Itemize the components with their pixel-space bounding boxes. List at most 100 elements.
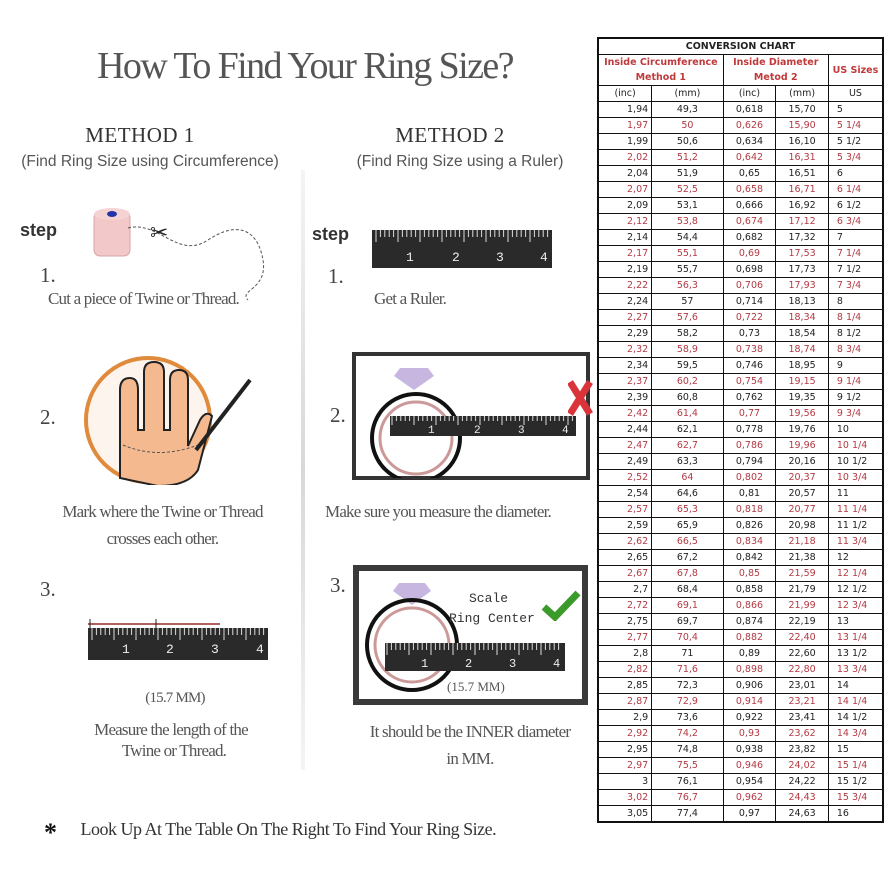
- method2-subtitle: (Find Ring Size using a Ruler): [356, 153, 564, 170]
- table-row: 1,97 50 0,626 15,90 5 1/4: [597, 117, 884, 134]
- diameter-mm-cell: 24,22: [775, 773, 829, 790]
- circumference-mm-cell: 76,7: [651, 789, 724, 806]
- diameter-inch-cell: 0,69: [722, 245, 777, 262]
- diameter-inch-cell: 0,642: [722, 149, 777, 166]
- scale-label: Scale: [469, 591, 509, 606]
- diameter-mm-cell: 16,31: [775, 149, 829, 166]
- diameter-inch-cell: 0,674: [722, 213, 777, 230]
- circumference-mm-cell: 55,1: [651, 245, 724, 262]
- us-size-cell: 11: [827, 485, 884, 502]
- table-row: 2,67 67,8 0,85 21,59 12 1/4: [597, 565, 884, 582]
- us-size-cell: 5 1/2: [827, 133, 884, 150]
- diameter-inch-cell: 0,906: [722, 677, 777, 694]
- diameter-mm-cell: 17,93: [775, 277, 829, 294]
- circumference-mm-cell: 58,9: [651, 341, 724, 358]
- diameter-mm-cell: 17,53: [775, 245, 829, 262]
- diameter-mm-cell: 16,71: [775, 181, 829, 198]
- circumference-inch-cell: 2,87: [597, 693, 653, 710]
- diameter-inch-cell: 0,73: [722, 325, 777, 342]
- method1-measurement: (15.7 MM): [145, 690, 205, 706]
- diameter-inch-cell: 0,65: [722, 165, 777, 182]
- svg-text:3: 3: [509, 657, 516, 671]
- table-row: 2,22 56,3 0,706 17,93 7 3/4: [597, 277, 884, 294]
- us-size-cell: 15 3/4: [827, 789, 884, 806]
- svg-text:4: 4: [553, 657, 560, 671]
- circumference-mm-cell: 72,3: [651, 677, 724, 694]
- circumference-inch-cell: 2,82: [597, 661, 653, 678]
- us-size-cell: 14 1/2: [827, 709, 884, 726]
- table-row: 3,02 76,7 0,962 24,43 15 3/4: [597, 789, 884, 806]
- circumference-inch-cell: 2,49: [597, 453, 653, 470]
- circumference-inch-cell: 2,67: [597, 565, 653, 582]
- circumference-mm-cell: 63,3: [651, 453, 724, 470]
- circumference-mm-cell: 64: [651, 469, 724, 486]
- circumference-mm-cell: 66,5: [651, 533, 724, 550]
- circumference-inch-cell: 1,97: [597, 117, 653, 134]
- us-size-cell: 13: [827, 613, 884, 630]
- diameter-mm-cell: 16,51: [775, 165, 829, 182]
- diameter-mm-cell: 24,63: [775, 805, 829, 823]
- diameter-mm-cell: 22,80: [775, 661, 829, 678]
- circumference-mm-cell: 64,6: [651, 485, 724, 502]
- circumference-mm-cell: 51,2: [651, 149, 724, 166]
- diameter-mm-cell: 15,90: [775, 117, 829, 134]
- us-size-cell: 10: [827, 421, 884, 438]
- header-line: Metod 2: [753, 72, 798, 83]
- table-row: 2,97 75,5 0,946 24,02 15 1/4: [597, 757, 884, 774]
- hand-measure-icon: [84, 356, 252, 485]
- ruler-icon: [372, 230, 552, 268]
- method1-step2-number: 2.: [40, 405, 56, 429]
- svg-text:3: 3: [518, 425, 525, 437]
- inside-circumference-header: Inside Circumference Method 1: [597, 54, 724, 86]
- circumference-mm-cell: 68,4: [651, 581, 724, 598]
- circumference-inch-cell: 2,7: [597, 581, 653, 598]
- ruler-icon: [88, 628, 268, 660]
- table-row: 2,92 74,2 0,93 23,62 14 3/4: [597, 725, 884, 742]
- method2-step1-number: 1.: [328, 264, 344, 288]
- us-size-cell: 13 1/4: [827, 629, 884, 646]
- unit-header: US: [827, 85, 884, 102]
- diameter-mm-cell: 23,01: [775, 677, 829, 694]
- circumference-mm-cell: 69,7: [651, 613, 724, 630]
- diameter-inch-cell: 0,93: [722, 725, 777, 742]
- circumference-mm-cell: 72,9: [651, 693, 724, 710]
- circumference-mm-cell: 60,8: [651, 389, 724, 406]
- us-sizes-header: US Sizes: [827, 54, 884, 86]
- us-size-cell: 8 1/2: [827, 325, 884, 342]
- diameter-mm-cell: 20,37: [775, 469, 829, 486]
- unit-header: (inc): [722, 85, 777, 102]
- ring-inner-diameter-box: 1 2 3 4 Scale Ring Center (15.7 MM): [353, 565, 588, 705]
- table-row: 2,12 53,8 0,674 17,12 6 3/4: [597, 213, 884, 230]
- diameter-inch-cell: 0,706: [722, 277, 777, 294]
- method2-step3-number: 3.: [330, 573, 346, 597]
- circumference-mm-cell: 70,4: [651, 629, 724, 646]
- circumference-mm-cell: 57,6: [651, 309, 724, 326]
- method1-step3-caption-line1: Measure the length of the: [94, 720, 249, 739]
- diameter-mm-cell: 18,95: [775, 357, 829, 374]
- table-row: 2,75 69,7 0,874 22,19 13: [597, 613, 884, 630]
- table-row: 2,72 69,1 0,866 21,99 12 3/4: [597, 597, 884, 614]
- ring-icon: 1 2 3 4: [370, 368, 576, 478]
- circumference-mm-cell: 49,3: [651, 101, 724, 118]
- circumference-inch-cell: 2,8: [597, 645, 653, 662]
- circumference-inch-cell: 2,37: [597, 373, 653, 390]
- diameter-inch-cell: 0,802: [722, 469, 777, 486]
- asterisk-icon: *: [44, 818, 57, 847]
- diameter-mm-cell: 24,02: [775, 757, 829, 774]
- table-row: 2,37 60,2 0,754 19,15 9 1/4: [597, 373, 884, 390]
- circumference-mm-cell: 53,1: [651, 197, 724, 214]
- circumference-inch-cell: 1,94: [597, 101, 653, 118]
- diameter-inch-cell: 0,962: [722, 789, 777, 806]
- us-size-cell: 15 1/4: [827, 757, 884, 774]
- diameter-inch-cell: 0,634: [722, 133, 777, 150]
- diameter-mm-cell: 22,40: [775, 629, 829, 646]
- table-row: 2,9 73,6 0,922 23,41 14 1/2: [597, 709, 884, 726]
- diameter-mm-cell: 16,92: [775, 197, 829, 214]
- circumference-mm-cell: 50: [651, 117, 724, 134]
- circumference-mm-cell: 65,9: [651, 517, 724, 534]
- circumference-inch-cell: 2,32: [597, 341, 653, 358]
- svg-text:4: 4: [562, 425, 569, 437]
- diameter-inch-cell: 0,698: [722, 261, 777, 278]
- diameter-inch-cell: 0,618: [722, 101, 777, 118]
- diameter-inch-cell: 0,914: [722, 693, 777, 710]
